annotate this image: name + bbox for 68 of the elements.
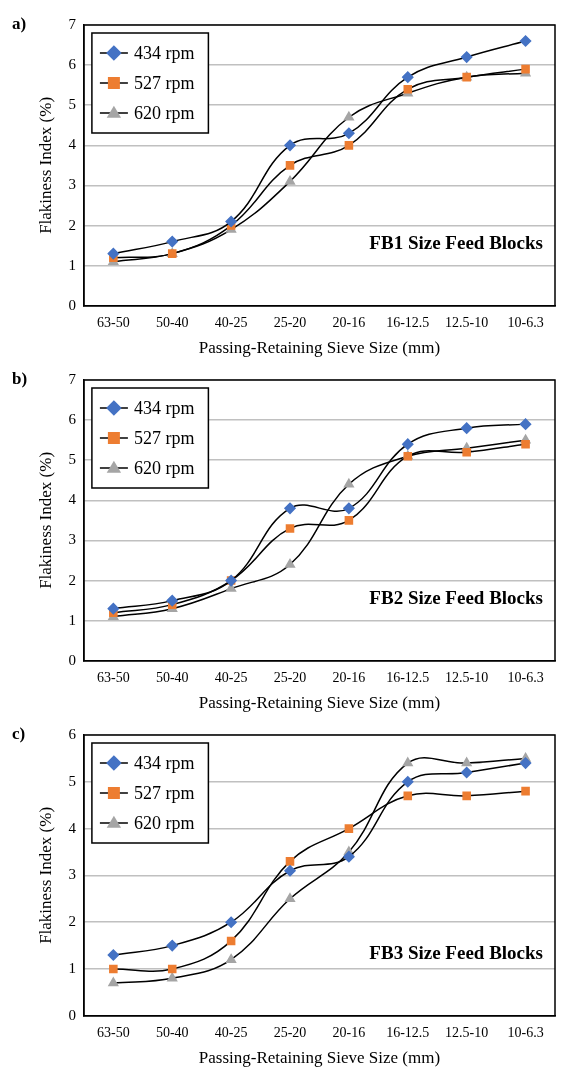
chart-title: b) bbox=[12, 368, 28, 388]
x-tick-label: 50-40 bbox=[155, 669, 189, 685]
y-tick-label: 7 bbox=[68, 15, 77, 32]
legend-label: 527 rpm bbox=[133, 72, 195, 93]
x-tick-label: 16-12.5 bbox=[386, 1024, 430, 1040]
x-tick-label: 10-6.3 bbox=[507, 314, 544, 330]
chart-title: c) bbox=[12, 723, 26, 743]
x-tick-label: 50-40 bbox=[155, 314, 189, 330]
legend-label: 620 rpm bbox=[133, 812, 195, 833]
x-tick-label: 16-12.5 bbox=[386, 669, 430, 685]
x-tick-label: 20-16 bbox=[332, 669, 366, 685]
y-tick-label: 1 bbox=[68, 256, 76, 273]
y-tick-label: 3 bbox=[68, 176, 76, 193]
y-tick-label: 7 bbox=[68, 370, 77, 387]
y-tick-label: 4 bbox=[68, 491, 77, 508]
annotation: FB1 Size Feed Blocks bbox=[369, 232, 543, 254]
x-axis-title: Passing-Retaining Sieve Size (mm) bbox=[198, 693, 441, 713]
x-tick-label: 50-40 bbox=[155, 1024, 189, 1040]
legend-label: 527 rpm bbox=[133, 782, 195, 803]
y-tick-label: 1 bbox=[68, 611, 76, 628]
x-tick-label: 40-25 bbox=[214, 1024, 248, 1040]
y-tick-label: 0 bbox=[68, 1006, 76, 1023]
chart-title: a) bbox=[12, 13, 27, 33]
annotation: FB3 Size Feed Blocks bbox=[369, 942, 543, 964]
legend-label: 620 rpm bbox=[133, 457, 195, 478]
y-tick-label: 6 bbox=[68, 411, 77, 428]
x-tick-label: 63-50 bbox=[97, 314, 130, 330]
x-tick-label: 20-16 bbox=[332, 314, 366, 330]
y-tick-label: 2 bbox=[68, 913, 76, 930]
y-tick-label: 4 bbox=[68, 819, 77, 836]
x-tick-label: 25-20 bbox=[273, 669, 307, 685]
x-tick-label: 40-25 bbox=[214, 669, 248, 685]
x-tick-label: 25-20 bbox=[273, 314, 307, 330]
y-tick-label: 5 bbox=[68, 96, 76, 113]
x-axis-title: Passing-Retaining Sieve Size (mm) bbox=[198, 1048, 441, 1068]
legend-label: 527 rpm bbox=[133, 427, 195, 448]
legend-label: 434 rpm bbox=[133, 397, 195, 418]
x-tick-label: 40-25 bbox=[214, 314, 248, 330]
y-tick-label: 6 bbox=[68, 56, 77, 73]
x-tick-label: 12.5-10 bbox=[445, 1024, 489, 1040]
legend-label: 434 rpm bbox=[133, 752, 195, 773]
y-tick-label: 0 bbox=[68, 296, 76, 313]
x-tick-label: 16-12.5 bbox=[386, 314, 430, 330]
y-tick-label: 2 bbox=[68, 571, 76, 588]
x-axis-title: Passing-Retaining Sieve Size (mm) bbox=[198, 338, 441, 358]
y-tick-label: 6 bbox=[68, 725, 77, 742]
x-tick-label: 25-20 bbox=[273, 1024, 307, 1040]
y-tick-label: 3 bbox=[68, 866, 76, 883]
y-tick-label: 3 bbox=[68, 531, 76, 548]
y-tick-label: 5 bbox=[68, 451, 76, 468]
x-tick-label: 10-6.3 bbox=[507, 669, 544, 685]
y-tick-label: 2 bbox=[68, 216, 76, 233]
x-tick-label: 63-50 bbox=[97, 1024, 130, 1040]
y-tick-label: 1 bbox=[68, 959, 76, 976]
y-axis-title: Flakiness Index (%) bbox=[35, 451, 55, 589]
y-axis-title: Flakiness Index (%) bbox=[35, 806, 55, 944]
annotation: FB2 Size Feed Blocks bbox=[369, 587, 543, 609]
legend-label: 620 rpm bbox=[133, 102, 195, 123]
x-tick-label: 63-50 bbox=[97, 669, 130, 685]
y-tick-label: 4 bbox=[68, 136, 77, 153]
y-axis-title: Flakiness Index (%) bbox=[35, 96, 55, 234]
x-tick-label: 20-16 bbox=[332, 1024, 366, 1040]
y-tick-label: 0 bbox=[68, 651, 76, 668]
legend-label: 434 rpm bbox=[133, 42, 195, 63]
x-tick-label: 12.5-10 bbox=[445, 314, 489, 330]
y-tick-label: 5 bbox=[68, 772, 76, 789]
x-tick-label: 12.5-10 bbox=[445, 669, 489, 685]
x-tick-label: 10-6.3 bbox=[507, 1024, 544, 1040]
